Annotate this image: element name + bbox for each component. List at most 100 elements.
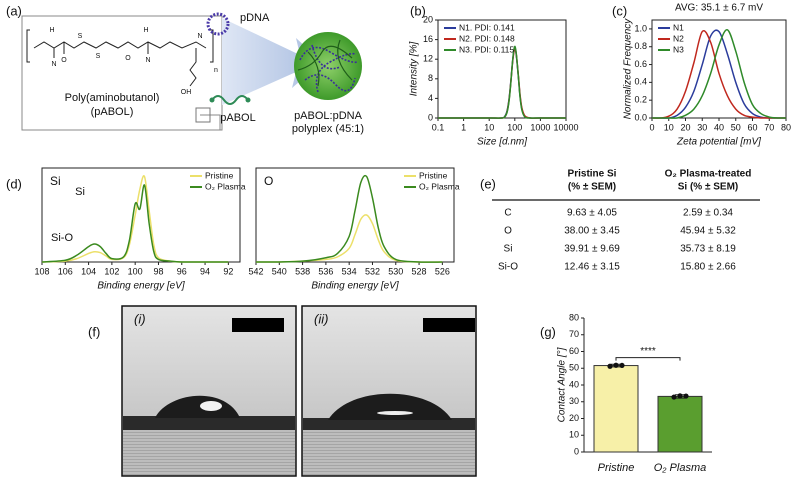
- legend-label: Pristine: [419, 170, 448, 180]
- droplet-highlight: [200, 401, 222, 411]
- x-tick-label: 70: [764, 122, 774, 132]
- x-axis-label: Zeta potential [mV]: [676, 137, 761, 148]
- atom-label: O: [61, 57, 67, 64]
- y-tick-label: 16: [423, 34, 433, 44]
- legend-label: N3. PDI: 0.115: [459, 44, 514, 54]
- x-tick-label: Pristine: [598, 462, 635, 474]
- x-tick-label: 542: [248, 266, 263, 276]
- atom-label: H: [49, 27, 54, 34]
- x-tick-label: 534: [342, 266, 357, 276]
- legend-label: N3: [673, 44, 684, 54]
- y-tick-label: 30: [569, 396, 579, 406]
- y-tick-label: 80: [569, 312, 579, 322]
- inner-label: Si: [50, 174, 61, 188]
- x-tick-label: 98: [153, 266, 163, 276]
- polyplex-polymer: [297, 39, 353, 87]
- x-tick-label: 538: [295, 266, 310, 276]
- series-line: [41, 184, 229, 263]
- image-label: (ii): [314, 311, 328, 326]
- y-tick-label: 0.0: [634, 112, 647, 122]
- table-cell: 2.59 ± 0.34: [683, 208, 733, 219]
- x-tick-label: 30: [697, 122, 707, 132]
- atom-label: H: [143, 27, 148, 34]
- x-tick-label: 528: [412, 266, 427, 276]
- y-tick-label: 70: [569, 329, 579, 339]
- x-tick-label: 60: [747, 122, 757, 132]
- scale-bar: [232, 318, 284, 332]
- plot-frame: [255, 167, 455, 263]
- series-line: [652, 29, 787, 119]
- polyplex-icon: [294, 32, 362, 100]
- panel-label: (g): [540, 324, 556, 339]
- inner-label: O: [264, 174, 273, 188]
- legend-label: O₂ Plasma: [419, 181, 460, 191]
- table-header: (% ± SEM): [568, 182, 616, 193]
- table-cell: 9.63 ± 4.05: [567, 208, 617, 219]
- x-tick-label: 96: [177, 266, 187, 276]
- annotation: Si-O: [51, 232, 73, 244]
- arrow: [222, 18, 322, 105]
- x-tick-label: 0.1: [432, 122, 445, 132]
- table-header: Pristine Si: [568, 169, 617, 180]
- legend-label: N2: [673, 33, 684, 43]
- atom-label: S: [96, 53, 101, 60]
- legend-label: Pristine: [205, 170, 234, 180]
- table-header: O₂ Plasma-treated: [665, 169, 752, 180]
- atom-label: n: [214, 67, 218, 74]
- series-line: [255, 174, 443, 263]
- pdna-label: pDNA: [240, 12, 270, 24]
- data-point: [613, 362, 619, 368]
- y-tick-label: 1.0: [634, 23, 647, 33]
- series-line: [438, 47, 566, 119]
- data-point: [677, 393, 683, 399]
- table-cell: O: [504, 226, 512, 237]
- panel-label: (f): [88, 324, 100, 339]
- x-tick-label: 10: [484, 122, 494, 132]
- table-cell: 45.94 ± 5.32: [680, 226, 736, 237]
- bar: [593, 365, 639, 453]
- table-cell: 38.00 ± 3.45: [564, 226, 620, 237]
- y-tick-label: 0: [428, 112, 433, 122]
- series-line: [651, 30, 786, 119]
- y-axis-label: Contact Angle [°]: [557, 347, 568, 422]
- y-tick-label: 8: [428, 73, 433, 83]
- x-tick-label: 536: [318, 266, 333, 276]
- data-point: [619, 362, 625, 369]
- polymer-abbrev: (pABOL): [91, 106, 134, 118]
- y-axis-label: Normalized Frequency: [623, 18, 634, 120]
- panel-label: (c): [612, 3, 627, 18]
- atom-label: S: [78, 33, 83, 40]
- data-point: [607, 363, 613, 369]
- structure-box: [21, 15, 223, 131]
- x-tick-label: 540: [272, 266, 287, 276]
- table-cell: Si-O: [498, 262, 518, 273]
- significance-bracket: [615, 357, 681, 361]
- panel-label: (d): [6, 176, 22, 191]
- substrate: [123, 430, 295, 475]
- atom-label: O: [125, 55, 131, 62]
- x-tick-label: 102: [104, 266, 119, 276]
- x-tick-label: O₂ Plasma: [654, 462, 707, 474]
- atom-label: N: [51, 61, 56, 68]
- bracket: [26, 29, 214, 63]
- y-tick-label: 0: [574, 446, 579, 456]
- polyplex-sub: polyplex (45:1): [292, 123, 364, 135]
- pabol-bead: [209, 97, 215, 103]
- x-tick-label: 100: [128, 266, 143, 276]
- table-cell: 39.91 ± 9.69: [564, 244, 620, 255]
- legend-label: N2. PDI: 0.148: [459, 33, 515, 43]
- y-tick-label: 20: [423, 14, 433, 24]
- droplet-highlight: [377, 411, 413, 415]
- x-tick-label: 530: [388, 266, 403, 276]
- pdna-icon: [206, 12, 230, 36]
- polyplex-label: pABOL:pDNA: [294, 110, 363, 122]
- x-tick-label: 532: [365, 266, 380, 276]
- x-tick-label: 50: [731, 122, 741, 132]
- bar: [657, 395, 703, 453]
- x-tick-label: 40: [714, 122, 724, 132]
- x-axis-label: Binding energy [eV]: [97, 281, 185, 292]
- x-tick-label: 20: [680, 122, 690, 132]
- x-tick-label: 94: [200, 266, 210, 276]
- substrate-edge: [303, 418, 475, 430]
